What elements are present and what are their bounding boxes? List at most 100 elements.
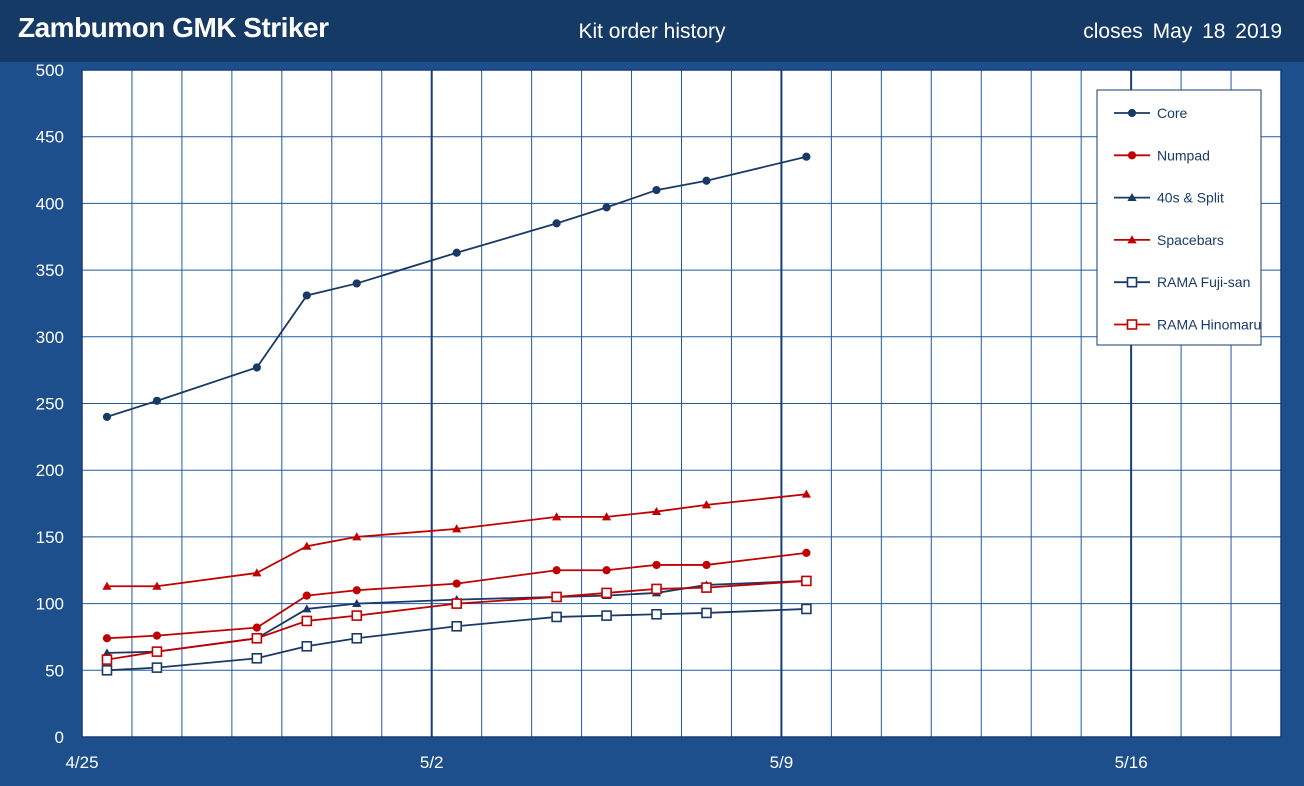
legend-marker: [1126, 276, 1138, 288]
data-point-core: [152, 396, 162, 405]
legend-marker: [1127, 193, 1137, 202]
data-point-numpad: [802, 548, 811, 558]
series-numpad: [102, 548, 811, 643]
data-point-spacebars: [601, 512, 612, 521]
x-tick-label: 5/16: [1115, 753, 1148, 772]
data-point-rama-fuji-san: [251, 652, 263, 664]
data-point-numpad: [152, 631, 162, 640]
legend-item-numpad: Numpad: [1114, 147, 1210, 163]
data-point-spacebars: [252, 568, 262, 577]
legend-marker: [1127, 235, 1137, 244]
data-point-rama-hinomaru: [801, 575, 812, 587]
closing-date: closes May 18 2019: [1083, 20, 1282, 43]
data-point-rama-fuji-san: [301, 640, 313, 652]
data-point-rama-fuji-san: [101, 664, 113, 676]
data-point-rama-hinomaru: [101, 654, 113, 665]
legend-item-rama-fuji-san: RAMA Fuji-san: [1114, 274, 1250, 290]
legend-box: [1096, 89, 1262, 346]
data-point-spacebars: [302, 541, 312, 550]
x-tick-label: 5/2: [420, 753, 444, 772]
data-point-rama-fuji-san: [801, 603, 812, 615]
y-tick-label: 350: [36, 261, 64, 280]
series-core: [102, 152, 811, 421]
series-spacebars: [102, 489, 811, 590]
y-tick-label: 50: [45, 661, 64, 680]
data-point-numpad: [252, 623, 261, 632]
data-point-spacebars: [102, 581, 112, 590]
data-point-rama-fuji-san: [451, 620, 462, 632]
data-point-rama-fuji-san: [651, 608, 662, 620]
data-point-40s-split: [352, 599, 362, 608]
legend-marker: [1127, 151, 1137, 160]
legend-marker: [1127, 108, 1137, 118]
data-point-core: [102, 412, 112, 421]
data-point-rama-fuji-san: [601, 610, 612, 621]
data-point-core: [352, 279, 361, 288]
data-point-core: [452, 248, 461, 257]
legend-item-spacebars: Spacebars: [1114, 232, 1224, 248]
data-point-spacebars: [452, 524, 462, 533]
data-point-rama-hinomaru: [551, 591, 562, 603]
legend-item-40s-split: 40s & Split: [1114, 190, 1224, 206]
y-axis-ticks: 0 50 100 150 200 250 300 350 400 450 500: [36, 61, 64, 747]
data-point-core: [252, 363, 261, 372]
data-point-numpad: [452, 579, 461, 588]
data-point-rama-hinomaru: [451, 598, 462, 609]
grid-lines: [81, 69, 1282, 738]
data-point-rama-hinomaru: [701, 582, 712, 593]
y-tick-label: 400: [36, 194, 64, 213]
y-tick-label: 100: [36, 595, 64, 614]
legend-label: Numpad: [1157, 147, 1210, 163]
data-point-numpad: [302, 591, 311, 600]
legend-item-core: Core: [1114, 105, 1188, 121]
data-point-rama-hinomaru: [601, 587, 612, 599]
data-point-numpad: [652, 560, 661, 570]
data-point-numpad: [702, 560, 711, 570]
data-point-core: [302, 291, 311, 300]
y-tick-label: 450: [36, 128, 64, 147]
chart-title: Zambumon GMK Striker: [18, 12, 329, 43]
data-point-core: [652, 185, 661, 195]
y-tick-label: 200: [36, 461, 64, 480]
data-point-numpad: [602, 566, 611, 575]
legend-label: RAMA Hinomaru: [1157, 317, 1261, 333]
data-point-spacebars: [651, 506, 662, 516]
data-point-numpad: [552, 566, 561, 575]
data-point-rama-fuji-san: [351, 632, 363, 644]
data-point-spacebars: [352, 532, 362, 541]
legend-label: Spacebars: [1157, 232, 1224, 248]
legend-label: 40s & Split: [1157, 190, 1224, 206]
series-rama-hinomaru: [101, 575, 812, 665]
data-point-rama-hinomaru: [151, 646, 163, 657]
data-point-numpad: [352, 586, 361, 595]
legend-label: RAMA Fuji-san: [1157, 274, 1250, 290]
data-point-spacebars: [152, 581, 162, 590]
data-point-core: [802, 152, 811, 161]
x-tick-label: 5/9: [770, 753, 794, 772]
data-point-rama-fuji-san: [151, 662, 163, 673]
y-tick-label: 0: [55, 728, 64, 747]
legend-item-rama-hinomaru: RAMA Hinomaru: [1114, 317, 1261, 333]
y-tick-label: 250: [36, 395, 64, 414]
data-point-spacebars: [801, 489, 811, 498]
data-point-spacebars: [701, 500, 712, 509]
y-tick-label: 150: [36, 528, 64, 547]
series-layer: [101, 152, 812, 676]
header-bar: Zambumon GMK Striker Kit order history c…: [0, 0, 1304, 62]
data-point-rama-hinomaru: [351, 610, 363, 621]
y-tick-label: 300: [36, 328, 64, 347]
data-point-rama-fuji-san: [551, 611, 562, 623]
data-point-core: [602, 203, 611, 212]
series-rama-fuji-san: [101, 603, 812, 676]
y-tick-label: 500: [36, 61, 64, 80]
data-point-rama-hinomaru: [251, 632, 263, 644]
plot-border: [81, 69, 1282, 738]
legend-marker: [1126, 319, 1138, 330]
data-point-core: [552, 219, 561, 228]
data-point-rama-hinomaru: [651, 583, 662, 595]
data-point-40s-split: [302, 604, 312, 613]
data-point-rama-fuji-san: [701, 607, 712, 619]
chart-subtitle: Kit order history: [578, 20, 726, 43]
